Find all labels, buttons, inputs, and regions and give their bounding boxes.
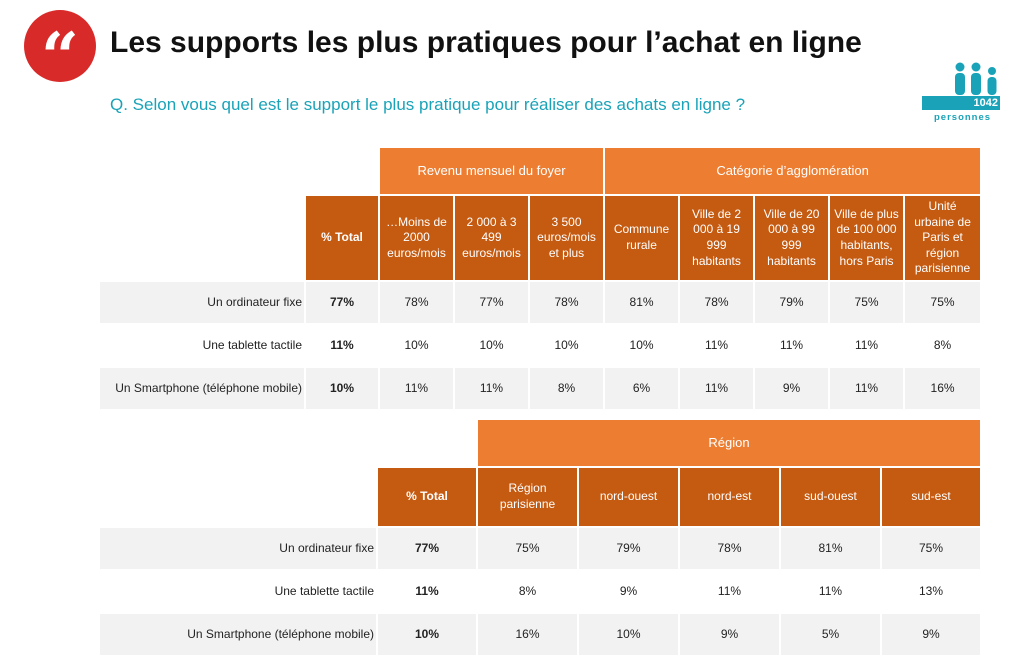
page-title: Les supports les plus pratiques pour l’a… xyxy=(110,26,862,59)
column-header: Région parisienne xyxy=(476,466,579,528)
table-cell: 10% xyxy=(527,323,606,368)
table-cell: 11% xyxy=(453,366,530,411)
column-header-total: % Total xyxy=(304,194,380,282)
table-row: Une tablette tactile 11% 8% 9% 11% 11% 1… xyxy=(98,569,983,614)
group-header-region: Région xyxy=(475,418,983,468)
table-cell: 78% xyxy=(678,280,756,325)
header-blank xyxy=(98,466,378,528)
table-cell: 11% xyxy=(828,366,906,411)
row-label: Un Smartphone (téléphone mobile) xyxy=(98,366,306,411)
column-header: Unité urbaine de Paris et région parisie… xyxy=(903,194,983,282)
column-header: sud-ouest xyxy=(779,466,882,528)
table-cell: 75% xyxy=(828,280,906,325)
table-cell: 6% xyxy=(603,366,681,411)
table-cell: 16% xyxy=(903,366,983,411)
table-row: Un Smartphone (téléphone mobile) 10% 11%… xyxy=(98,366,983,411)
table-cell: 11% xyxy=(678,323,756,368)
table-cell: 11% xyxy=(378,366,455,411)
table-cell: 79% xyxy=(577,526,680,571)
group-header-income: Revenu mensuel du foyer xyxy=(377,146,606,196)
table-cell: 75% xyxy=(476,526,579,571)
row-total: 10% xyxy=(304,366,380,411)
column-header: Ville de 20 000 à 99 999 habitants xyxy=(753,194,831,282)
table-cell: 78% xyxy=(378,280,455,325)
column-header: nord-est xyxy=(678,466,781,528)
table-cell: 11% xyxy=(779,569,882,614)
table-cell: 79% xyxy=(753,280,831,325)
row-label: Une tablette tactile xyxy=(98,569,378,614)
table-cell: 11% xyxy=(678,569,781,614)
column-header: Ville de plus de 100 000 habitants, hors… xyxy=(828,194,906,282)
column-header: 3 500 euros/mois et plus xyxy=(527,194,606,282)
respondents-badge: 1042 personnes xyxy=(922,62,1002,123)
survey-question: Q. Selon vous quel est le support le plu… xyxy=(110,95,746,114)
table-cell: 8% xyxy=(903,323,983,368)
column-header: Ville de 2 000 à 19 999 habitants xyxy=(678,194,756,282)
table-cell: 8% xyxy=(527,366,606,411)
table-cell: 9% xyxy=(879,612,983,657)
row-label: Un Smartphone (téléphone mobile) xyxy=(98,612,378,657)
table-cell: 81% xyxy=(779,526,882,571)
table-row: Un ordinateur fixe 77% 75% 79% 78% 81% 7… xyxy=(98,526,983,571)
group-header-agglomeration: Catégorie d’agglomération xyxy=(603,146,983,196)
row-label: Un ordinateur fixe xyxy=(98,526,378,571)
table-cell: 11% xyxy=(753,323,831,368)
table-cell: 16% xyxy=(476,612,579,657)
table-cell: 10% xyxy=(603,323,681,368)
header-blank xyxy=(98,418,478,468)
table-row: Un ordinateur fixe 77% 78% 77% 78% 81% 7… xyxy=(98,280,983,325)
table-cell: 10% xyxy=(378,323,455,368)
column-header: sud-est xyxy=(879,466,983,528)
badge-bar xyxy=(922,96,1000,110)
table-cell: 13% xyxy=(879,569,983,614)
region-table: Région % Total Région parisienne nord-ou… xyxy=(98,418,983,657)
row-total: 77% xyxy=(376,526,478,571)
table-cell: 9% xyxy=(753,366,831,411)
table-cell: 10% xyxy=(577,612,680,657)
row-total: 10% xyxy=(376,612,478,657)
table-row: Une tablette tactile 11% 10% 10% 10% 10%… xyxy=(98,323,983,368)
column-header: nord-ouest xyxy=(577,466,680,528)
row-label: Un ordinateur fixe xyxy=(98,280,306,325)
column-header-total: % Total xyxy=(376,466,478,528)
table-cell: 75% xyxy=(879,526,983,571)
table-row: Un Smartphone (téléphone mobile) 10% 16%… xyxy=(98,612,983,657)
income-agglomeration-table: Revenu mensuel du foyer Catégorie d’aggl… xyxy=(98,146,983,411)
row-total: 77% xyxy=(304,280,380,325)
table-cell: 11% xyxy=(678,366,756,411)
header-blank xyxy=(98,194,306,282)
quote-glyph: “ xyxy=(41,18,79,96)
table-cell: 81% xyxy=(603,280,681,325)
table-cell: 9% xyxy=(678,612,781,657)
column-header: 2 000 à 3 499 euros/mois xyxy=(453,194,530,282)
header-blank xyxy=(98,146,380,196)
column-header: Commune rurale xyxy=(603,194,681,282)
table-cell: 78% xyxy=(527,280,606,325)
table-cell: 8% xyxy=(476,569,579,614)
people-icon xyxy=(955,62,997,95)
respondent-label: personnes xyxy=(934,112,992,123)
table-cell: 9% xyxy=(577,569,680,614)
table-cell: 5% xyxy=(779,612,882,657)
table-cell: 75% xyxy=(903,280,983,325)
table-cell: 10% xyxy=(453,323,530,368)
table-cell: 78% xyxy=(678,526,781,571)
row-total: 11% xyxy=(376,569,478,614)
table-cell: 11% xyxy=(828,323,906,368)
column-header: …Moins de 2000 euros/mois xyxy=(378,194,455,282)
quote-logo-icon: “ xyxy=(24,10,96,90)
row-label: Une tablette tactile xyxy=(98,323,306,368)
respondent-count: 1042 xyxy=(973,97,998,109)
table-cell: 77% xyxy=(453,280,530,325)
row-total: 11% xyxy=(304,323,380,368)
